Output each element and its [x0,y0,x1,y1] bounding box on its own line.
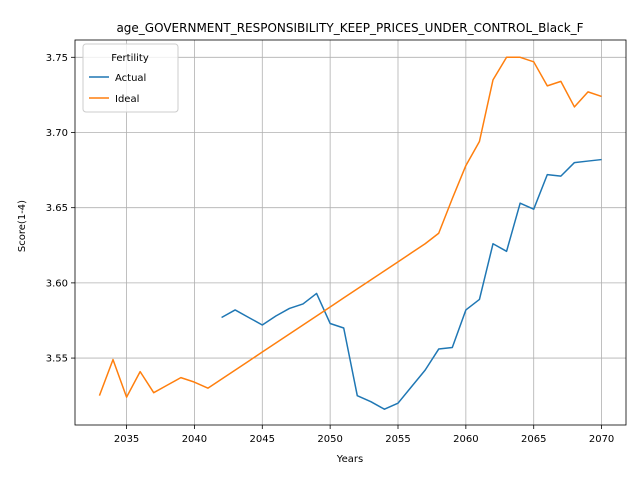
x-tick-label: 2045 [250,434,275,445]
legend: Fertility Actual Ideal [82,43,179,113]
x-tick-label: 2055 [385,434,410,445]
legend-entry-ideal: Ideal [115,94,139,105]
chart-title: age_GOVERNMENT_RESPONSIBILITY_KEEP_PRICE… [116,21,583,35]
y-axis-label: Score(1-4) [17,200,28,252]
y-tick-label: 3.60 [46,278,68,289]
y-tick-label: 3.55 [46,354,68,365]
legend-entry-actual: Actual [115,73,146,84]
legend-title: Fertility [111,53,149,64]
y-tick-label: 3.75 [46,53,68,64]
legend-box [82,43,179,113]
x-axis-label: Years [336,454,363,465]
x-tick-label: 2050 [317,434,342,445]
y-tick-label: 3.65 [46,203,68,214]
x-tick-label: 2060 [453,434,478,445]
y-tick-label: 3.70 [46,128,68,139]
series-line-actual [221,158,602,410]
axes-frame [74,39,627,426]
x-tick-label: 2065 [521,434,546,445]
x-tick-label: 2040 [182,434,207,445]
plot-area: 2035 2040 2045 2050 2055 2060 2065 2070 3.55 3.60… [46,39,627,445]
series-line-ideal [98,56,602,398]
x-tick-label: 2035 [114,434,139,445]
x-tick-label: 2070 [589,434,614,445]
